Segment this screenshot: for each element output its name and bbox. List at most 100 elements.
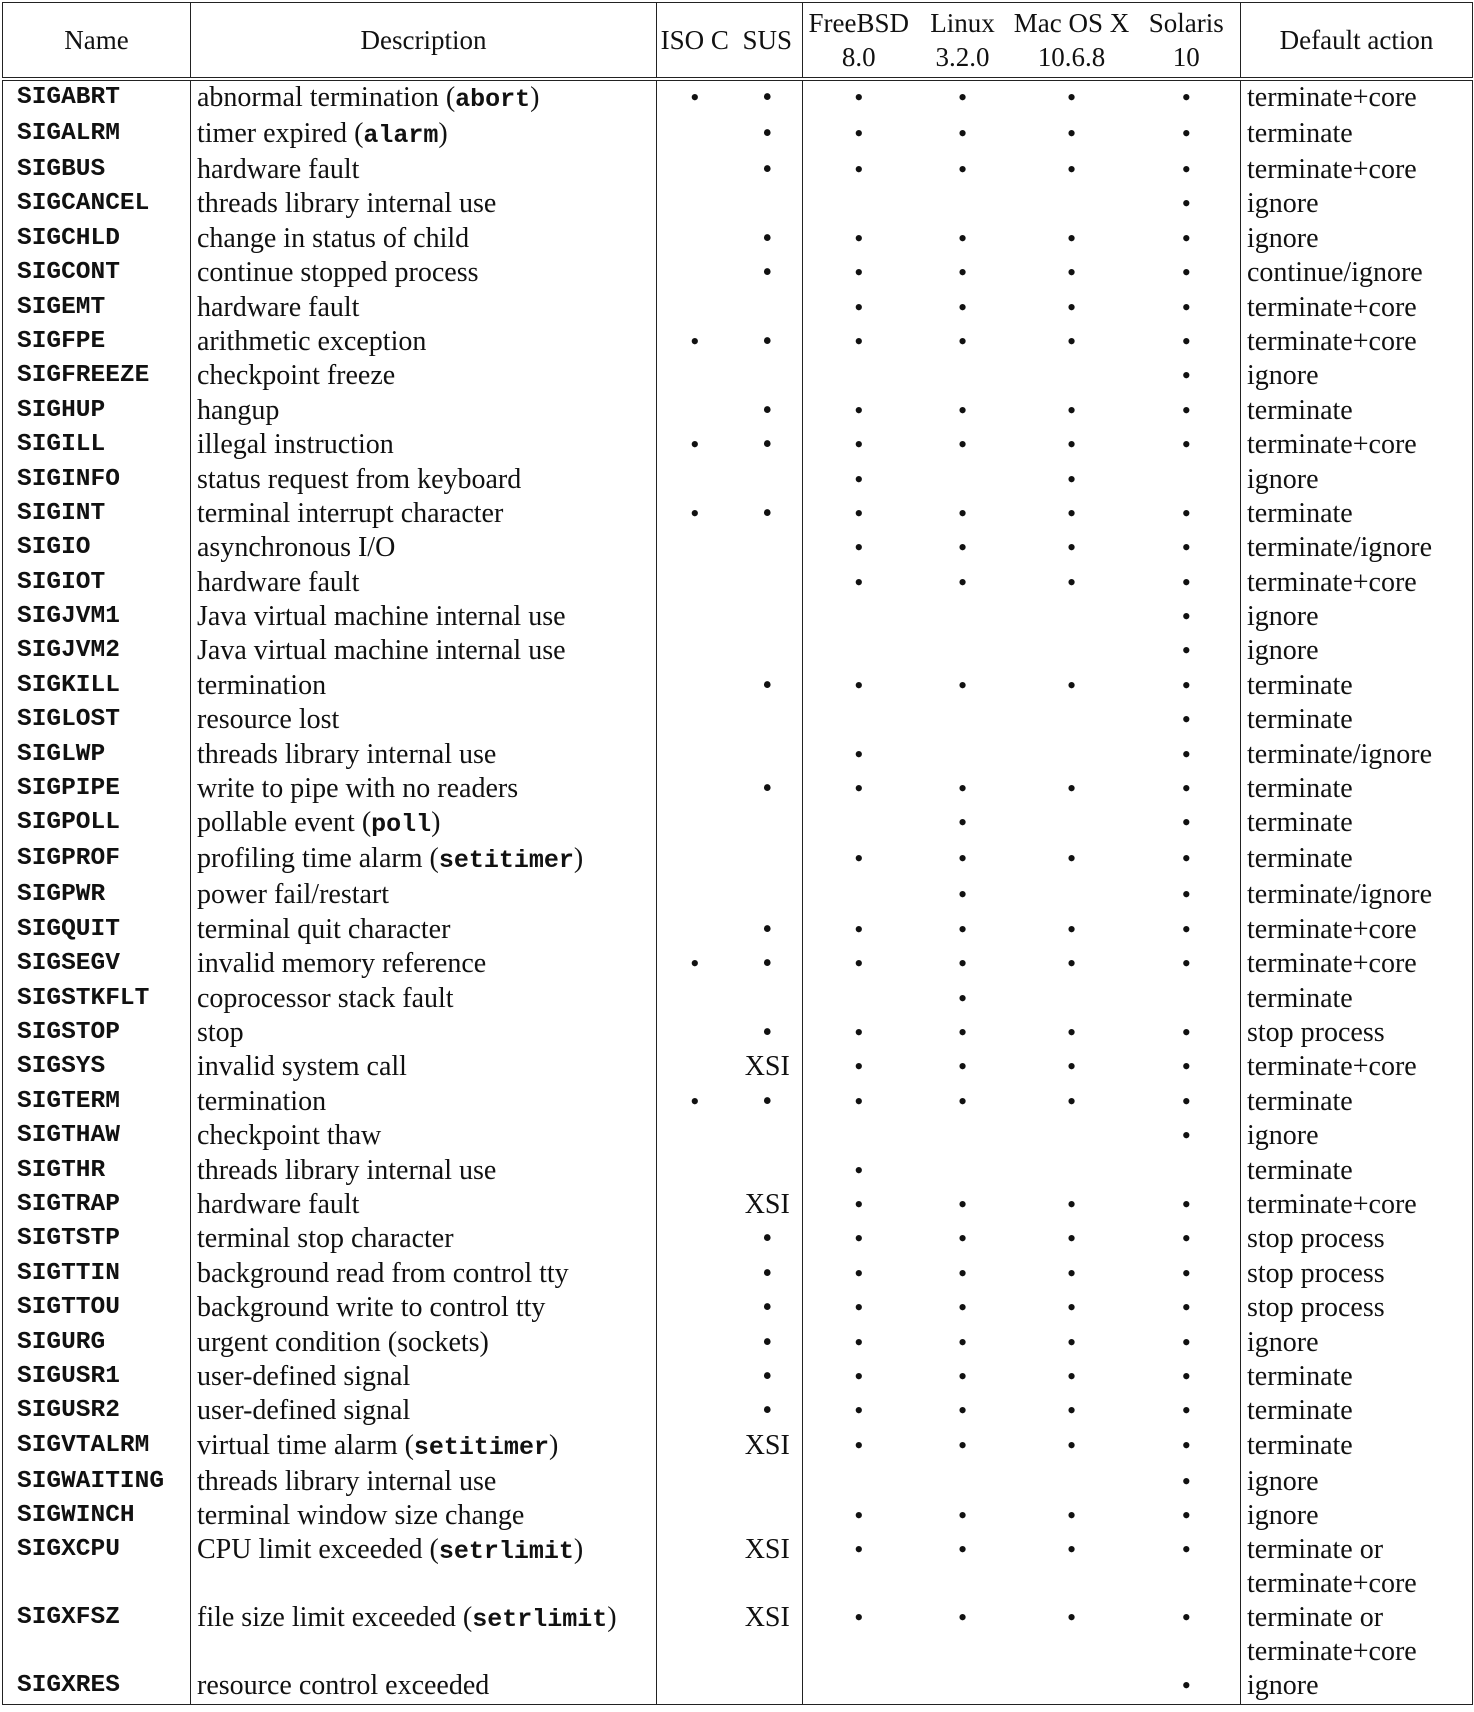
solaris-mark: • xyxy=(1132,1050,1241,1085)
bullet-mark: • xyxy=(1181,1327,1191,1357)
freebsd-mark: • xyxy=(803,256,915,290)
sus-mark xyxy=(732,290,803,325)
bullet-mark: • xyxy=(1181,1466,1191,1496)
iso-c-mark: • xyxy=(657,497,733,531)
solaris-mark: • xyxy=(1132,912,1241,948)
bullet-mark: • xyxy=(854,1430,864,1460)
macos-mark: • xyxy=(1011,153,1133,187)
iso-c-mark xyxy=(656,1669,733,1705)
table-row: SIGCHLD change in status of child • • • • • ign… xyxy=(2,221,1473,257)
description-text: terminal quit character xyxy=(197,913,451,945)
linux-mark: • xyxy=(915,1291,1011,1325)
linux-mark xyxy=(915,634,1011,668)
table-row: SIGLOST resource lost • terminate xyxy=(2,703,1473,738)
description-text: hardware fault xyxy=(197,154,360,185)
description-text: resource control exceeded xyxy=(197,1670,490,1702)
default-action: terminate xyxy=(1240,1394,1473,1429)
solaris-mark xyxy=(1132,1153,1241,1188)
default-action: terminate+core xyxy=(1240,912,1473,948)
signal-name: SIGBUS xyxy=(2,153,191,188)
sus-mark: • xyxy=(732,153,803,188)
description-text: CPU limit exceeded xyxy=(197,1534,423,1566)
signal-description: coprocessor stack fault xyxy=(190,981,657,1016)
iso-c-mark xyxy=(657,394,733,428)
sus-mark xyxy=(732,1464,803,1500)
sus-mark: • xyxy=(732,1256,803,1292)
header-macos: Mac OS X 10.6.8 xyxy=(1010,2,1133,81)
sus-mark: • xyxy=(732,772,803,807)
default-action: terminate xyxy=(1240,1153,1473,1188)
freebsd-mark xyxy=(803,1119,915,1153)
description-text: termination xyxy=(197,669,327,701)
iso-c-mark xyxy=(657,1154,733,1188)
description-text: change in status of child xyxy=(197,222,470,254)
freebsd-mark: • xyxy=(803,1222,915,1256)
solaris-mark: • xyxy=(1132,359,1241,394)
freebsd-mark: • xyxy=(803,79,915,117)
iso-c-mark xyxy=(657,1465,733,1499)
sus-mark xyxy=(732,842,803,879)
default-action: terminate xyxy=(1240,1084,1473,1120)
iso-c-mark: • xyxy=(657,428,733,462)
sus-mark: • xyxy=(732,221,803,257)
bullet-mark: • xyxy=(854,949,864,979)
signal-name: SIGPROF xyxy=(2,842,191,879)
bullet-mark: • xyxy=(1181,1189,1191,1219)
bullet-mark: • xyxy=(854,258,864,288)
bullet-mark: • xyxy=(854,1501,864,1531)
signal-name: SIGPIPE xyxy=(2,772,191,807)
bullet-mark: • xyxy=(1066,464,1077,494)
linux-mark: • xyxy=(915,878,1011,912)
macos-mark: • xyxy=(1011,1222,1133,1256)
solaris-mark: • xyxy=(1132,772,1241,807)
solaris-mark: • xyxy=(1132,565,1241,601)
iso-c-mark: • xyxy=(657,325,733,359)
linux-mark: • xyxy=(915,1394,1011,1428)
default-action: continue/ignore xyxy=(1240,256,1473,291)
default-action: terminate+core xyxy=(1240,565,1473,601)
bullet-mark: • xyxy=(957,155,968,184)
bullet-mark: • xyxy=(1066,430,1077,460)
bullet-mark: • xyxy=(957,223,968,253)
iso-c-mark xyxy=(657,1533,733,1601)
signal-description: stop xyxy=(190,1015,657,1051)
macos-mark: • xyxy=(1011,669,1133,703)
signal-description: checkpoint thaw xyxy=(190,1119,657,1154)
default-action: ignore xyxy=(1240,600,1473,635)
linux-mark: • xyxy=(915,772,1011,806)
solaris-mark: • xyxy=(1132,221,1241,257)
iso-c-mark xyxy=(657,1188,733,1222)
signal-name: SIGTHAW xyxy=(2,1119,191,1154)
default-action: stop process xyxy=(1240,1291,1473,1326)
header-name: Name xyxy=(2,2,191,81)
sus-mark: • xyxy=(732,1015,803,1051)
table-row: SIGILL illegal instruction • • • • • • terminate… xyxy=(2,428,1473,463)
signal-name: SIGTTIN xyxy=(2,1256,191,1292)
bullet-mark: • xyxy=(854,155,864,184)
freebsd-mark: • xyxy=(803,1291,915,1325)
table-row: SIGQUIT terminal quit character • • • • • termi… xyxy=(2,912,1473,948)
bullet-mark: • xyxy=(957,533,968,563)
table-row: SIGABRT abnormal termination (abort) • • • • •… xyxy=(2,79,1473,117)
description-text: resource lost xyxy=(197,704,340,736)
signal-name: SIGIOT xyxy=(2,565,191,601)
sus-mark: • xyxy=(732,1084,803,1120)
default-action: terminate+core xyxy=(1240,1187,1473,1223)
default-action: stop process xyxy=(1240,1256,1473,1292)
solaris-mark: • xyxy=(1132,1084,1241,1120)
default-action: terminate+core xyxy=(1240,1050,1473,1085)
bullet-mark: • xyxy=(690,498,700,528)
bullet-mark: • xyxy=(854,430,864,460)
solaris-mark xyxy=(1132,462,1241,497)
solaris-mark: • xyxy=(1132,1428,1241,1465)
bullet-mark: • xyxy=(1181,602,1191,632)
macos-mark xyxy=(1010,1669,1133,1705)
macos-mark: • xyxy=(1011,1050,1133,1084)
linux-mark: • xyxy=(915,428,1011,462)
iso-c-mark xyxy=(657,1499,733,1533)
macos-mark: • xyxy=(1011,1429,1133,1465)
default-action: ignore xyxy=(1240,359,1473,394)
sus-mark: • xyxy=(732,393,803,429)
linux-mark: • xyxy=(915,1222,1011,1256)
signal-name: SIGURG xyxy=(2,1325,191,1360)
